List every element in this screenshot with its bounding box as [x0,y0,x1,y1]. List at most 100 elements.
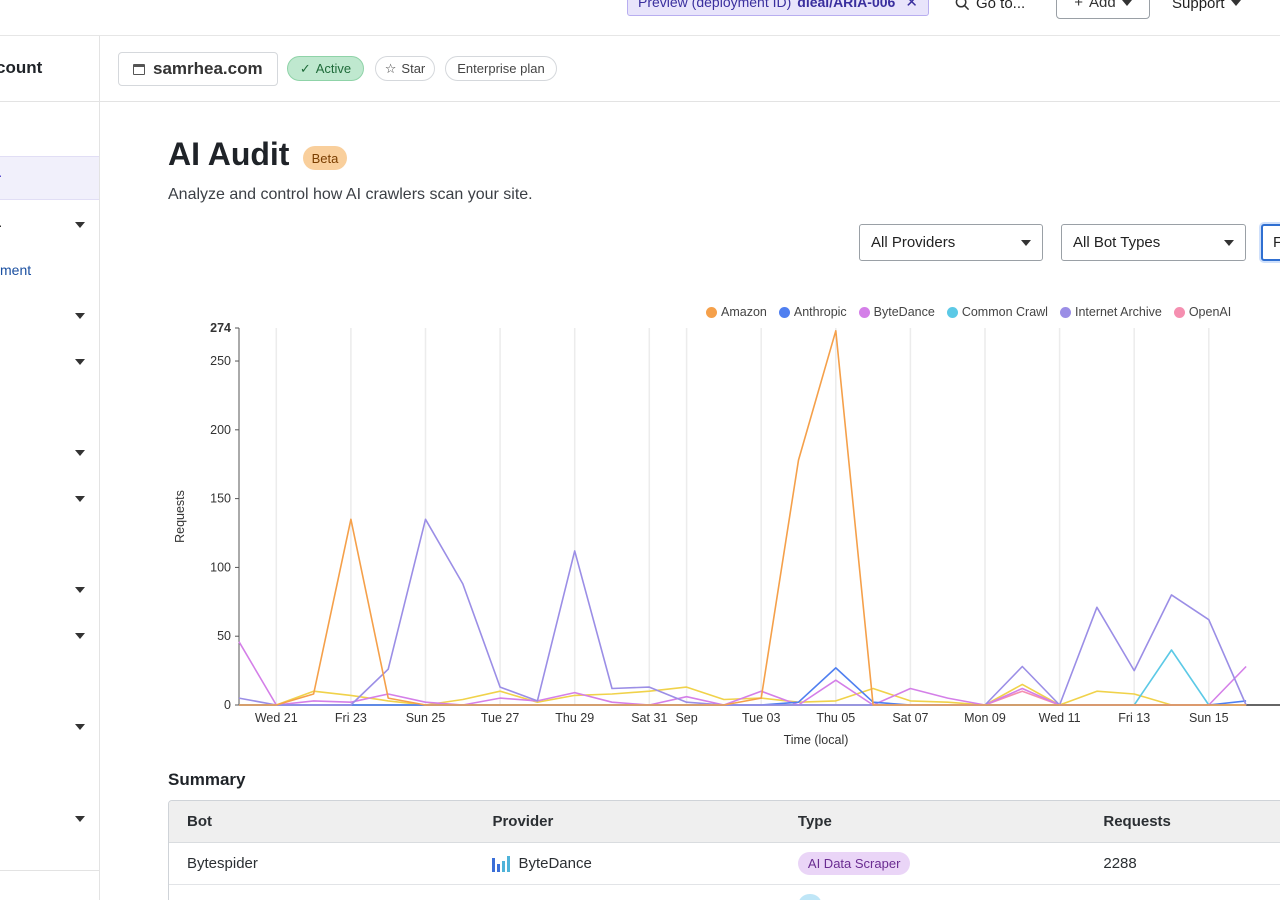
add-button[interactable]: + Add [1056,0,1150,19]
legend-label: Amazon [721,305,767,319]
legend-item[interactable]: Anthropic [778,305,847,319]
y-tick-label: 100 [210,560,231,574]
x-tick-label: Thu 05 [816,711,855,725]
goto-label: Go to... [976,0,1026,12]
table-row[interactable]: Bytespider ByteDance AI Data Scraper 228… [169,843,1280,885]
x-tick-label: Sep [675,711,697,725]
chevron-down-icon[interactable] [75,222,85,230]
bot-type-filter-select[interactable]: All Bot Types [1061,224,1246,261]
y-tick-label: 274 [210,321,231,335]
domain-selector[interactable]: samrhea.com [118,52,278,86]
requests-count: 2288 [1103,855,1137,872]
legend-label: Internet Archive [1074,305,1162,319]
column-header-provider[interactable]: Provider [492,813,554,830]
status-badge: ✓ Active [287,56,364,81]
chevron-down-icon[interactable] [75,450,85,458]
add-label: Add [1089,0,1116,11]
x-tick-label: Fri 23 [335,711,367,725]
chevron-down-icon[interactable] [75,724,85,732]
series-line-internet-archive [238,518,1247,706]
summary-table: Bot Provider Type Requests Bytespider By… [168,800,1280,900]
chevron-down-icon [1230,0,1241,6]
beta-badge: Beta [303,146,347,170]
y-axis-title: Requests [173,490,187,543]
x-tick-label: Wed 21 [255,711,298,725]
x-tick-label: Sun 25 [406,711,446,725]
star-icon: ☆ [384,60,397,76]
series-line-bytedance [238,641,1247,706]
check-icon: ✓ [299,60,311,76]
top-bar: Preview (deployment ID) dieal/ARIA-006 ✕… [0,0,1280,36]
search-icon [955,0,970,10]
chevron-down-icon [1121,0,1132,6]
x-tick-label: Sat 07 [892,711,928,725]
legend-dot [1173,306,1185,318]
legend-dot [946,306,958,318]
legend-item[interactable]: Amazon [706,305,767,319]
table-header: Bot Provider Type Requests [169,801,1280,843]
x-tick-label: Mon 09 [964,711,1006,725]
chevron-down-icon[interactable] [75,633,85,641]
bot-type-filter-value: All Bot Types [1073,234,1161,251]
y-tick-label: 250 [210,354,231,368]
star-button[interactable]: ☆ Star [375,56,435,81]
legend-item[interactable]: Common Crawl [946,305,1048,319]
legend-dot [858,306,870,318]
provider-filter-value: All Providers [871,234,956,251]
chevron-down-icon[interactable] [75,816,85,824]
goto-button[interactable]: Go to... [955,0,1025,16]
x-tick-label: Tue 03 [742,711,781,725]
provider-filter-select[interactable]: All Providers [859,224,1043,261]
series-line-amazon [239,329,1247,706]
chart-legend: Amazon Anthropic ByteDance Common Crawl Inte… [706,305,1231,319]
legend-dot [1059,306,1071,318]
sidebar-item-active[interactable]: · [0,156,99,200]
support-label: Support [1172,0,1225,12]
bot-name: Bytespider [187,855,258,872]
account-name[interactable]: count [0,58,43,77]
legend-label: ByteDance [873,305,935,319]
third-filter-select[interactable]: F [1261,224,1280,261]
sidebar-item-marker: · [0,217,3,233]
x-tick-label: Sat 31 [631,711,667,725]
chevron-down-icon [1224,240,1234,246]
star-label: Star [401,61,426,76]
chevron-down-icon[interactable] [75,313,85,321]
bytedance-icon [492,855,511,872]
y-tick-label: 50 [217,629,231,643]
y-tick-label: 0 [224,698,231,712]
x-tick-label: Sun 15 [1189,711,1229,725]
preview-deployment-chip[interactable]: Preview (deployment ID) dieal/ARIA-006 ✕ [627,0,929,16]
chevron-down-icon [1021,240,1031,246]
support-menu[interactable]: Support [1172,0,1241,16]
series-line-common-crawl [239,649,1247,706]
chevron-down-icon[interactable] [75,496,85,504]
provider-cell: ByteDance [474,855,779,872]
sidebar-item-active-marker: · [0,167,3,183]
chevron-down-icon[interactable] [75,359,85,367]
third-filter-value: F [1273,234,1280,251]
preview-label: Preview (deployment ID) [638,0,792,10]
legend-item[interactable]: Internet Archive [1059,305,1162,319]
legend-item[interactable]: ByteDance [858,305,935,319]
close-icon[interactable]: ✕ [905,0,918,11]
plan-badge: Enterprise plan [445,56,557,81]
type-badge: AI Data Scraper [797,852,911,875]
column-header-bot[interactable]: Bot [187,813,212,830]
chevron-down-icon[interactable] [75,587,85,595]
legend-label: Anthropic [793,305,847,319]
type-cell: AI Data Scraper [780,852,1085,875]
table-row[interactable] [169,885,1280,900]
y-tick-label: 150 [210,492,231,506]
column-header-requests[interactable]: Requests [1103,813,1171,830]
sidebar-item-partial[interactable]: ment [0,262,32,278]
legend-label: OpenAI [1188,305,1232,319]
page-title: AI Audit [168,136,290,172]
legend-item[interactable]: OpenAI [1173,305,1232,319]
legend-dot [706,306,717,318]
zone-header: samrhea.com ✓ Active ☆ Star Enterprise p… [100,36,1280,102]
preview-value: dieal/ARIA-006 [797,0,896,10]
provider-name: ByteDance [518,855,592,872]
column-header-type[interactable]: Type [797,813,832,830]
sidebar: count · · ment [0,36,100,900]
